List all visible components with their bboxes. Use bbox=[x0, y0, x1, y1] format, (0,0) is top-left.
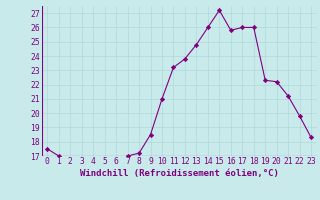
X-axis label: Windchill (Refroidissement éolien,°C): Windchill (Refroidissement éolien,°C) bbox=[80, 169, 279, 178]
